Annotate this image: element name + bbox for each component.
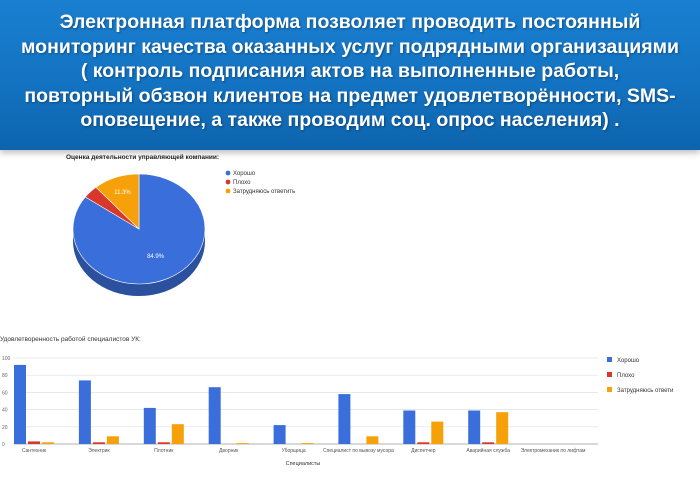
pie-legend-marker <box>225 188 231 194</box>
pie-legend: Хорошо Плохо Затрудняюсь ответить <box>225 170 295 195</box>
pie-slice <box>95 173 140 230</box>
y-tick-label: 80 <box>2 373 8 379</box>
pie-slices <box>72 173 206 285</box>
pie-value-label: 84.9% <box>147 254 165 260</box>
bar-chart-xlabel: Специалисты <box>286 461 321 467</box>
bar-marks <box>14 364 509 444</box>
bar-y-ticks: 0 20 40 60 80 100 <box>2 356 11 448</box>
bar <box>208 387 221 444</box>
pie-legend-marker <box>225 179 231 185</box>
pie-legend-label: Затрудняюсь ответить <box>233 189 295 195</box>
bar <box>28 441 40 444</box>
bar-legend-marker <box>607 387 612 392</box>
x-tick-label: Плотник <box>154 448 174 454</box>
bar <box>417 442 430 444</box>
bar <box>366 436 379 444</box>
pie-chart-title: Оценка деятельности управляющей компании… <box>66 153 219 161</box>
pie-depth <box>73 229 205 296</box>
bar <box>157 442 170 444</box>
bar <box>301 443 314 444</box>
x-tick-label: Аварийная служба <box>466 447 510 454</box>
bar <box>431 421 444 444</box>
bar-legend-marker <box>607 357 612 362</box>
x-tick-label: Электрик <box>88 448 110 454</box>
bar <box>14 364 26 444</box>
bar-x-ticks: Сантехник Электрик Плотник Дворник Уборщица С… <box>22 447 586 454</box>
bar-chart-title: Удовлетворенность работой специалистов У… <box>0 335 141 343</box>
banner-line: Электронная платформа позволяет проводит… <box>59 11 641 33</box>
y-tick-label: 60 <box>2 390 8 396</box>
bar <box>468 410 481 444</box>
bar <box>78 380 91 444</box>
bar-grid <box>14 357 598 445</box>
x-tick-label: Диспетчер <box>411 448 436 454</box>
bar <box>236 443 249 444</box>
bar <box>482 442 495 444</box>
banner-line: мониторинг качества оказанных услуг подр… <box>21 35 679 58</box>
x-tick-label: Электромеханик по лифтам <box>521 448 586 454</box>
bar <box>92 442 105 444</box>
bar-legend-label: Затрудняюсь ответи <box>617 388 673 394</box>
y-tick-label: 100 <box>2 356 11 362</box>
pie-legend-marker <box>225 170 231 176</box>
x-tick-label: Уборщица <box>282 448 306 454</box>
bar-legend-label: Плохо <box>617 373 635 379</box>
bar-legend-label: Хорошо <box>617 358 640 364</box>
bar <box>496 412 509 444</box>
x-tick-label: Дворник <box>219 448 239 454</box>
bar-legend: Хорошо Плохо Затрудняюсь ответи <box>607 357 673 394</box>
pie-slice-side <box>73 229 205 296</box>
header-banner: Электронная платформа позволяет проводит… <box>0 0 700 150</box>
banner-line: повторный обзвон клиентов на предмет удо… <box>24 84 676 107</box>
bar <box>403 410 416 444</box>
bar <box>338 394 351 444</box>
bar <box>106 436 119 444</box>
bar-legend-marker <box>607 372 612 377</box>
y-tick-label: 20 <box>2 425 8 431</box>
bar <box>273 425 286 444</box>
y-tick-label: 0 <box>2 442 5 448</box>
pie-labels: 84.9% 11.3% <box>114 190 165 260</box>
x-tick-label: Сантехник <box>22 448 47 454</box>
banner-line: оповещение, а также проводим соц. опрос … <box>80 109 620 131</box>
bar <box>171 424 184 444</box>
bar <box>42 442 54 444</box>
x-tick-label: Специалист по вывозу мусора <box>323 448 394 454</box>
y-tick-label: 40 <box>2 408 8 414</box>
banner-text: Электронная платформа позволяет проводит… <box>8 10 692 133</box>
bar <box>143 407 156 444</box>
pie-legend-label: Плохо <box>233 180 251 186</box>
pie-value-label: 11.3% <box>114 190 131 196</box>
pie-legend-label: Хорошо <box>233 171 256 177</box>
banner-line: ( контроль подписания актов на выполненн… <box>80 60 620 82</box>
